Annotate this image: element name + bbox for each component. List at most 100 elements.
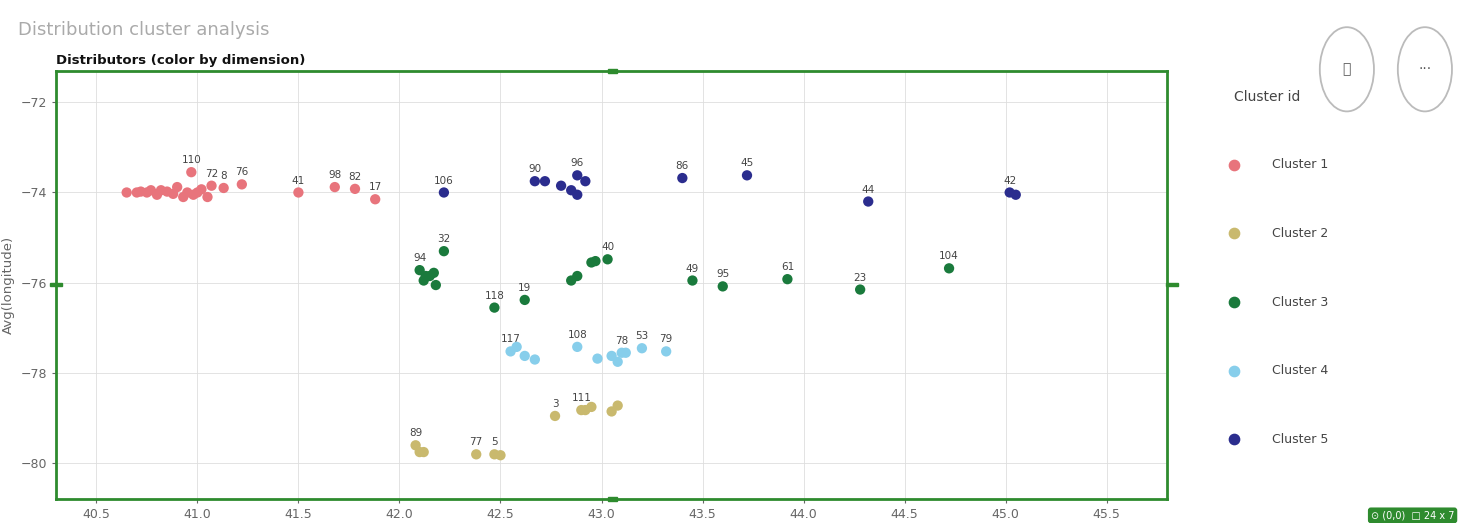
Point [408, 266, 431, 275]
Text: 42: 42 [1002, 176, 1016, 186]
Text: 72: 72 [205, 169, 218, 179]
Point [671, 174, 695, 182]
Text: 90: 90 [528, 164, 542, 174]
Point [422, 269, 446, 277]
Point [565, 343, 589, 351]
Point [165, 183, 188, 191]
Point [655, 347, 679, 356]
Text: Cluster 5: Cluster 5 [1272, 433, 1328, 446]
Text: 45: 45 [740, 158, 754, 168]
Point [180, 168, 203, 176]
Point [499, 347, 523, 356]
Text: 108: 108 [567, 330, 587, 340]
Text: 76: 76 [236, 167, 249, 177]
Point [175, 188, 199, 197]
Text: 94: 94 [414, 253, 427, 263]
Point [115, 188, 138, 197]
Text: Distributors (color by dimension): Distributors (color by dimension) [56, 54, 305, 66]
Point [200, 181, 224, 190]
Point [135, 188, 159, 197]
Text: 23: 23 [854, 272, 867, 282]
Text: 86: 86 [676, 161, 689, 171]
Point [559, 276, 583, 285]
Text: 3: 3 [552, 399, 558, 409]
Text: 53: 53 [636, 331, 649, 342]
Point [408, 448, 431, 456]
Point [680, 276, 704, 285]
Text: 104: 104 [939, 252, 958, 262]
Point [343, 185, 367, 193]
Text: Cluster 2: Cluster 2 [1272, 227, 1328, 240]
Text: 40: 40 [601, 242, 614, 253]
Text: Cluster 3: Cluster 3 [1272, 295, 1328, 309]
Point [181, 190, 205, 199]
Point [155, 187, 178, 196]
Point [599, 407, 623, 416]
Point [185, 188, 209, 197]
Point [230, 180, 253, 189]
Point [599, 352, 623, 360]
Point [543, 412, 567, 420]
Point [489, 451, 512, 459]
Point [287, 188, 311, 197]
Point [606, 358, 630, 366]
Point [614, 348, 637, 357]
Text: 44: 44 [861, 185, 874, 195]
Point [584, 257, 608, 265]
Point [998, 188, 1022, 197]
Text: 89: 89 [409, 428, 422, 438]
Point [505, 343, 528, 351]
Point [574, 406, 598, 414]
Point [412, 276, 436, 285]
Point [938, 264, 961, 272]
Circle shape [1398, 27, 1451, 111]
Text: 110: 110 [181, 155, 202, 165]
Text: ⊙ (0,0)  □ 24 x 7: ⊙ (0,0) □ 24 x 7 [1370, 510, 1454, 520]
Point [580, 258, 604, 267]
Point [140, 186, 163, 195]
Point [512, 295, 536, 304]
Point [565, 171, 589, 179]
Point [848, 286, 871, 294]
Point [171, 193, 194, 201]
Text: 61: 61 [780, 262, 793, 272]
Text: 77: 77 [470, 437, 483, 447]
Point [190, 185, 213, 194]
Point [483, 303, 506, 312]
Point [711, 282, 735, 291]
Text: 96: 96 [571, 158, 584, 168]
Point [630, 344, 654, 353]
Text: 32: 32 [437, 234, 450, 244]
Text: 111: 111 [571, 393, 592, 403]
Point [570, 406, 593, 414]
Point [580, 403, 604, 411]
Point [162, 190, 185, 198]
Point [322, 183, 346, 191]
Point [196, 193, 219, 201]
Point [364, 195, 387, 203]
Text: ⤢: ⤢ [1342, 62, 1351, 76]
Text: 106: 106 [434, 176, 453, 186]
Text: Distribution cluster analysis: Distribution cluster analysis [18, 21, 269, 39]
Point [565, 190, 589, 199]
Text: 117: 117 [500, 334, 521, 345]
Text: Cluster id: Cluster id [1234, 90, 1300, 104]
Point [776, 275, 799, 283]
Point [609, 348, 633, 357]
Point [512, 352, 536, 360]
Point [212, 184, 236, 192]
Point [149, 186, 172, 195]
Point [414, 272, 437, 280]
Point [433, 247, 456, 255]
Text: 5: 5 [492, 437, 498, 447]
Point [606, 401, 630, 410]
Text: 49: 49 [686, 264, 699, 274]
Circle shape [1320, 27, 1373, 111]
Point [549, 181, 573, 190]
Text: Cluster 1: Cluster 1 [1272, 158, 1328, 171]
Text: Cluster 4: Cluster 4 [1272, 364, 1328, 377]
Point [533, 177, 556, 185]
Point [1004, 190, 1027, 199]
Text: ···: ··· [1419, 62, 1431, 76]
Point [146, 190, 169, 199]
